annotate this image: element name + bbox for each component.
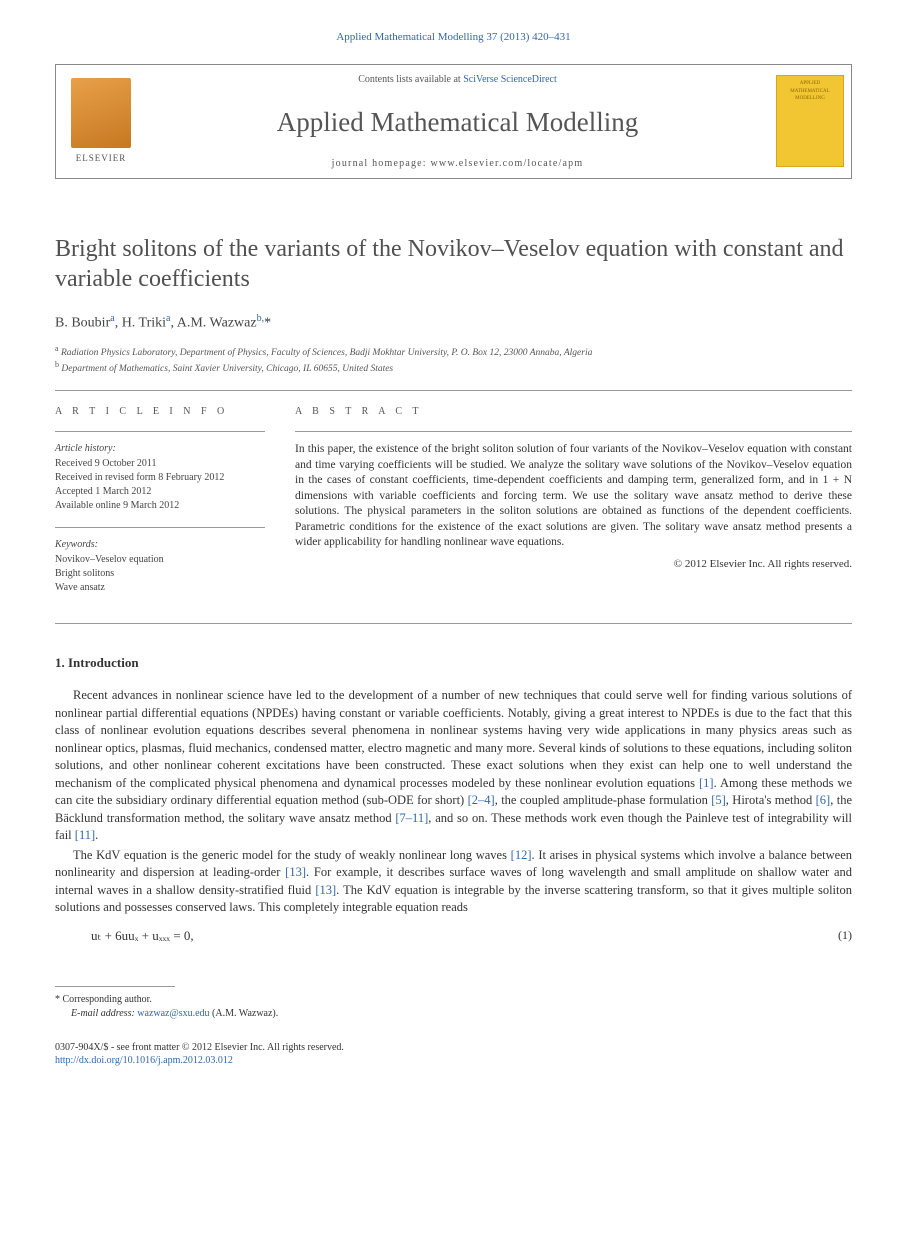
corresponding-author-note: * Corresponding author. bbox=[55, 993, 852, 1007]
article-info-column: A R T I C L E I N F O Article history: R… bbox=[55, 405, 265, 610]
separator-bottom bbox=[55, 623, 852, 624]
article-history: Article history: Received 9 October 2011… bbox=[55, 442, 265, 513]
keywords-heading: Keywords: bbox=[55, 538, 265, 552]
info-separator-2 bbox=[55, 527, 265, 528]
author-2-aff: a bbox=[166, 313, 170, 324]
info-separator-1 bbox=[55, 431, 265, 432]
journal-cover-thumbnail[interactable]: APPLIED MATHEMATICAL MODELLING bbox=[776, 75, 844, 167]
equation-1: uₜ + 6uuₓ + uₓₓₓ = 0, bbox=[91, 927, 838, 946]
affiliations: a Radiation Physics Laboratory, Departme… bbox=[55, 344, 852, 376]
intro-para-1: Recent advances in nonlinear science hav… bbox=[55, 687, 852, 845]
author-1: B. Boubir bbox=[55, 316, 110, 331]
sciencedirect-link[interactable]: SciVerse ScienceDirect bbox=[463, 74, 557, 85]
equation-1-number: (1) bbox=[838, 927, 852, 944]
author-2: H. Triki bbox=[122, 316, 166, 331]
journal-title: Applied Mathematical Modelling bbox=[146, 103, 769, 142]
info-abstract-row: A R T I C L E I N F O Article history: R… bbox=[55, 405, 852, 610]
contents-prefix: Contents lists available at bbox=[358, 74, 463, 85]
separator-top bbox=[55, 390, 852, 391]
article-info-label: A R T I C L E I N F O bbox=[55, 405, 265, 420]
affiliation-b: b Department of Mathematics, Saint Xavie… bbox=[55, 360, 852, 376]
author-1-aff: a bbox=[110, 313, 114, 324]
footer-block: 0307-904X/$ - see front matter © 2012 El… bbox=[55, 1041, 852, 1068]
ref-6[interactable]: [6] bbox=[816, 793, 831, 807]
ref-12[interactable]: [12] bbox=[511, 848, 532, 862]
intro-heading: 1. Introduction bbox=[55, 654, 852, 673]
ref-2-4[interactable]: [2–4] bbox=[468, 793, 495, 807]
elsevier-logo[interactable]: ELSEVIER bbox=[56, 65, 146, 178]
homepage-prefix: journal homepage: bbox=[332, 158, 431, 169]
keyword-3: Wave ansatz bbox=[55, 581, 265, 595]
equation-1-row: uₜ + 6uuₓ + uₓₓₓ = 0, (1) bbox=[55, 927, 852, 946]
journal-banner: ELSEVIER Contents lists available at Sci… bbox=[55, 64, 852, 179]
intro-para-2: The KdV equation is the generic model fo… bbox=[55, 847, 852, 917]
email-label: E-mail address: bbox=[71, 1008, 137, 1019]
author-3-aff: b, bbox=[257, 313, 265, 324]
received-date: Received 9 October 2011 bbox=[55, 457, 265, 471]
abstract-separator bbox=[295, 431, 852, 432]
footnote-block: * Corresponding author. E-mail address: … bbox=[55, 993, 852, 1021]
ref-7-11[interactable]: [7–11] bbox=[395, 811, 428, 825]
journal-homepage-line: journal homepage: www.elsevier.com/locat… bbox=[146, 157, 769, 172]
keywords-block: Keywords: Novikov–Veselov equation Brigh… bbox=[55, 538, 265, 595]
ref-11[interactable]: [11] bbox=[75, 828, 95, 842]
ref-1[interactable]: [1] bbox=[699, 776, 714, 790]
doi-link[interactable]: http://dx.doi.org/10.1016/j.apm.2012.03.… bbox=[55, 1054, 852, 1068]
history-heading: Article history: bbox=[55, 442, 265, 456]
elsevier-tree-icon bbox=[71, 78, 131, 148]
ref-13[interactable]: [13] bbox=[285, 865, 306, 879]
authors-line: B. Boubira, H. Trikia, A.M. Wazwazb,* bbox=[55, 312, 852, 334]
journal-cover-cell: APPLIED MATHEMATICAL MODELLING bbox=[769, 65, 851, 178]
journal-center: Contents lists available at SciVerse Sci… bbox=[146, 65, 769, 178]
ref-5[interactable]: [5] bbox=[711, 793, 726, 807]
article-title: Bright solitons of the variants of the N… bbox=[55, 234, 852, 294]
contents-available-line: Contents lists available at SciVerse Sci… bbox=[146, 73, 769, 88]
issn-copyright-line: 0307-904X/$ - see front matter © 2012 El… bbox=[55, 1041, 852, 1055]
online-date: Available online 9 March 2012 bbox=[55, 499, 265, 513]
abstract-label: A B S T R A C T bbox=[295, 405, 852, 420]
revised-date: Received in revised form 8 February 2012 bbox=[55, 471, 265, 485]
corresponding-mark: * bbox=[264, 316, 271, 331]
abstract-copyright: © 2012 Elsevier Inc. All rights reserved… bbox=[295, 557, 852, 573]
footnote-separator bbox=[55, 986, 175, 987]
author-3: A.M. Wazwaz bbox=[177, 316, 257, 331]
affiliation-a: a Radiation Physics Laboratory, Departme… bbox=[55, 344, 852, 360]
email-who: (A.M. Wazwaz). bbox=[210, 1008, 279, 1019]
author-email[interactable]: wazwaz@sxu.edu bbox=[137, 1008, 209, 1019]
elsevier-label: ELSEVIER bbox=[76, 152, 127, 165]
ref-13b[interactable]: [13] bbox=[315, 883, 336, 897]
abstract-column: A B S T R A C T In this paper, the exist… bbox=[295, 405, 852, 610]
homepage-url[interactable]: www.elsevier.com/locate/apm bbox=[430, 158, 583, 169]
keyword-1: Novikov–Veselov equation bbox=[55, 553, 265, 567]
accepted-date: Accepted 1 March 2012 bbox=[55, 485, 265, 499]
abstract-text: In this paper, the existence of the brig… bbox=[295, 442, 852, 551]
email-line: E-mail address: wazwaz@sxu.edu (A.M. Waz… bbox=[55, 1007, 852, 1021]
citation-line: Applied Mathematical Modelling 37 (2013)… bbox=[55, 30, 852, 46]
keyword-2: Bright solitons bbox=[55, 567, 265, 581]
